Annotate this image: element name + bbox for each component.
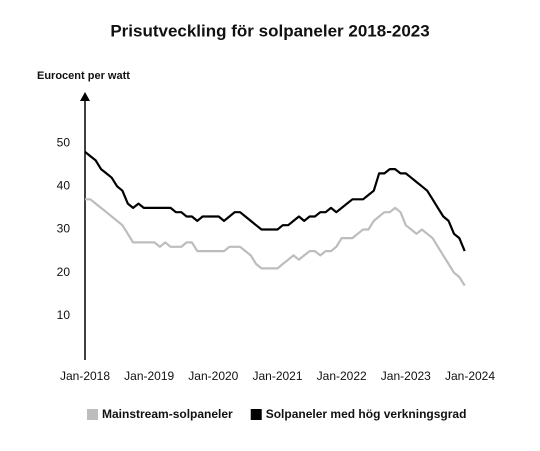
x-tick-label: Jan-2024 bbox=[445, 369, 495, 383]
x-tick-label: Jan-2021 bbox=[252, 369, 302, 383]
y-tick-label: 50 bbox=[57, 135, 71, 149]
y-tick-label: 10 bbox=[57, 308, 71, 322]
y-axis-label: Eurocent per watt bbox=[37, 70, 130, 82]
y-axis-arrow bbox=[80, 92, 90, 101]
x-tick-label: Jan-2019 bbox=[124, 369, 174, 383]
legend-label: Mainstream-solpaneler bbox=[102, 407, 233, 421]
legend-swatch bbox=[87, 409, 98, 420]
y-tick-label: 40 bbox=[57, 179, 71, 193]
x-tick-label: Jan-2018 bbox=[60, 369, 110, 383]
line-series bbox=[85, 198, 466, 287]
y-tick-label: 30 bbox=[57, 222, 71, 236]
legend-swatch bbox=[250, 409, 262, 420]
chart-title: Prisutveckling för solpaneler 2018-2023 bbox=[110, 21, 429, 40]
legend-label: Solpaneler med hög verkningsgrad bbox=[266, 407, 467, 421]
line-series bbox=[84, 150, 466, 252]
x-tick-label: Jan-2022 bbox=[317, 369, 367, 383]
x-tick-label: Jan-2023 bbox=[381, 369, 431, 383]
x-tick-label: Jan-2020 bbox=[188, 369, 238, 383]
y-tick-label: 20 bbox=[57, 265, 71, 279]
